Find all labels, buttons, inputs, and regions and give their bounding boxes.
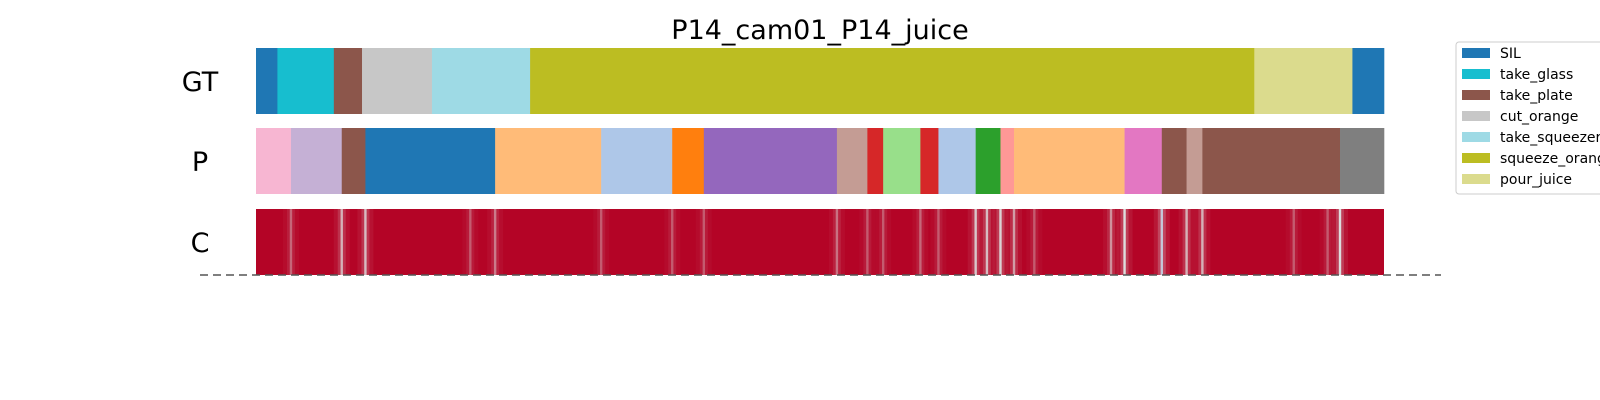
confidence-dip xyxy=(881,209,885,275)
segment-bar xyxy=(703,128,838,194)
segment-bar xyxy=(256,48,278,114)
row-gt: GT xyxy=(182,48,1385,114)
confidence-dip xyxy=(671,209,674,275)
confidence-dip xyxy=(1123,209,1126,275)
confidence-dip xyxy=(866,209,869,275)
confidence-dip xyxy=(835,209,839,275)
legend-swatch xyxy=(1462,90,1490,100)
legend-swatch xyxy=(1462,111,1490,121)
confidence-dip xyxy=(702,209,706,275)
confidence-dip xyxy=(493,209,497,275)
legend-label: take_plate xyxy=(1500,88,1573,104)
confidence-dip xyxy=(999,209,1002,275)
confidence-dip xyxy=(937,209,940,275)
segment-bar xyxy=(530,48,1255,114)
segment-bar xyxy=(1202,128,1341,194)
legend-swatch xyxy=(1462,69,1490,79)
segment-bar xyxy=(938,128,976,194)
confidence-dip xyxy=(599,209,603,275)
segment-bar xyxy=(1000,128,1015,194)
segment-bar xyxy=(495,128,602,194)
segment-bar xyxy=(1014,128,1125,194)
segment-bar xyxy=(333,48,363,114)
confidence-dip xyxy=(364,209,367,275)
segment-bar xyxy=(277,48,335,114)
segment-bar xyxy=(341,128,366,194)
confidence-base xyxy=(256,209,1384,275)
row-label: C xyxy=(191,228,210,259)
confidence-dip xyxy=(1185,209,1188,275)
legend-label: cut_orange xyxy=(1500,109,1578,125)
confidence-dip xyxy=(919,209,922,275)
segment-bar xyxy=(975,128,1001,194)
confidence-dip xyxy=(1012,209,1016,275)
confidence-dip xyxy=(1338,209,1342,275)
confidence-dip xyxy=(1109,209,1113,275)
segment-bar xyxy=(836,128,868,194)
row-c: C xyxy=(191,209,1384,275)
segment-bar xyxy=(365,128,496,194)
row-label: GT xyxy=(182,67,219,98)
confidence-dip xyxy=(974,209,977,275)
legend-label: take_glass xyxy=(1500,67,1573,83)
legend-swatch xyxy=(1462,174,1490,184)
segment-bar xyxy=(601,128,673,194)
confidence-dip xyxy=(1201,209,1204,275)
legend-frame xyxy=(1455,41,1600,195)
segment-bar xyxy=(290,128,343,194)
chart-title: P14_cam01_P14_juice xyxy=(671,15,968,46)
segment-bar xyxy=(883,128,921,194)
confidence-dip xyxy=(340,209,343,275)
segment-bar xyxy=(672,128,705,194)
row-label: P xyxy=(192,147,208,178)
segment-bar xyxy=(256,128,292,194)
legend-label: pour_juice xyxy=(1500,172,1572,188)
segment-bar xyxy=(1186,128,1203,194)
confidence-dip xyxy=(1326,209,1329,275)
legend: SIL take_glass take_plate cut_orange take_sq… xyxy=(1455,41,1600,195)
legend-label: SIL xyxy=(1500,46,1521,62)
segment-bar xyxy=(1124,128,1163,194)
legend-swatch xyxy=(1462,153,1490,163)
segment-bar xyxy=(1161,128,1187,194)
segment-bar xyxy=(431,48,531,114)
legend-swatch xyxy=(1462,132,1490,142)
segment-bar xyxy=(1352,48,1385,114)
legend-label: squeeze_orange xyxy=(1500,151,1600,167)
confidence-dip xyxy=(289,209,293,275)
confidence-dip xyxy=(1033,209,1036,275)
row-p: P xyxy=(192,128,1385,194)
legend-label: take_squeezer xyxy=(1500,130,1600,146)
confidence-dip xyxy=(469,209,472,275)
confidence-dip xyxy=(1292,209,1295,275)
segment-bar xyxy=(362,48,433,114)
confidence-dip xyxy=(985,209,989,275)
segment-bar xyxy=(1340,128,1385,194)
segment-bar xyxy=(1254,48,1353,114)
legend-swatch xyxy=(1462,48,1490,58)
segment-bar xyxy=(867,128,884,194)
segment-bar xyxy=(920,128,939,194)
confidence-dip xyxy=(1160,209,1163,275)
rows-layer: GT P C xyxy=(182,48,1385,275)
